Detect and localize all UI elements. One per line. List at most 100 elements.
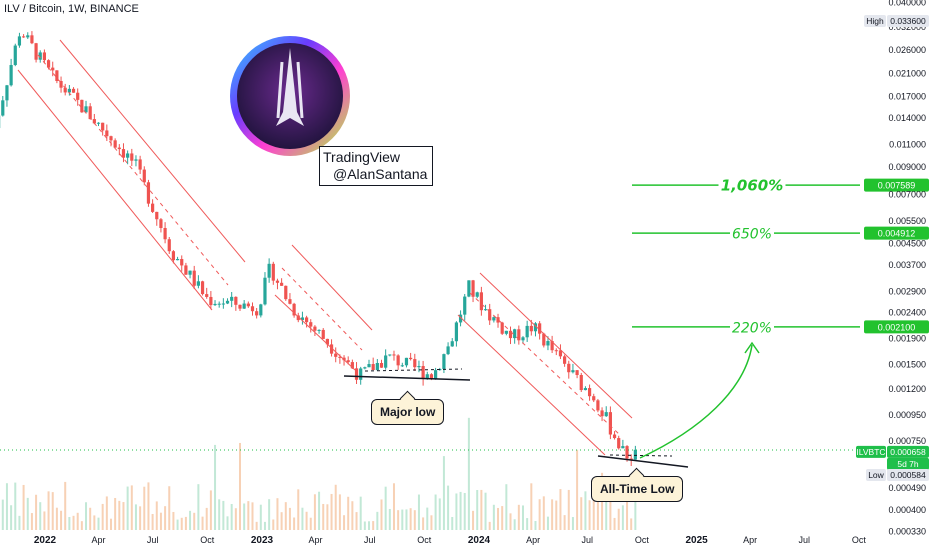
volume-bar <box>405 509 408 530</box>
candle-body <box>592 396 596 401</box>
candle-body <box>571 370 575 373</box>
candle-body <box>259 304 263 316</box>
candle-body <box>213 303 217 306</box>
low-label-bg <box>866 469 886 481</box>
low-value-bg <box>887 469 929 481</box>
candle-body <box>334 353 338 357</box>
volume-bar <box>401 509 404 530</box>
volume-bar <box>322 503 325 530</box>
x-tick-label: Apr <box>743 535 757 545</box>
volume-bar <box>555 500 558 530</box>
candle-body <box>313 326 317 331</box>
volume-bar <box>442 456 445 530</box>
target-label-bg <box>718 176 786 195</box>
volume-bar <box>534 521 537 530</box>
volume-bar <box>214 444 217 530</box>
volume-bar <box>384 486 387 530</box>
volume-bar <box>559 489 562 530</box>
candle-body <box>338 356 342 358</box>
candle-body <box>413 359 417 368</box>
candle-body <box>359 368 363 380</box>
target-percent-label: 1,060% <box>721 177 783 195</box>
candle-body <box>34 43 38 60</box>
volume-bar <box>576 449 579 530</box>
volume-bar <box>571 517 574 530</box>
candle-body <box>263 277 267 305</box>
projection-arrowhead <box>744 341 760 354</box>
candle-body <box>92 119 96 124</box>
time-axis[interactable]: 2022 Apr Jul Oct 2023 Apr Jul Oct 2024 Apr Jul Oct 2… <box>34 535 867 546</box>
volume-bar <box>76 512 79 530</box>
volume-bar <box>259 504 262 530</box>
volume-bar <box>530 483 533 530</box>
candle-body <box>563 356 567 364</box>
candle-body <box>479 292 483 311</box>
candle-body <box>371 364 375 371</box>
symbol-badge: ILVBTC <box>856 447 885 457</box>
volume-bar <box>313 494 316 530</box>
volume-bar <box>359 496 362 530</box>
volume-bar <box>14 482 17 530</box>
volume-bar <box>122 502 125 530</box>
y-tick-label: 0.000400 <box>888 505 926 515</box>
watermark-box: TradingView @AlanSantana <box>319 146 434 186</box>
candle-body <box>467 280 471 297</box>
candle-body <box>109 136 113 141</box>
x-tick-label: Apr <box>308 535 322 545</box>
candle-body <box>38 52 42 60</box>
volume-bar <box>472 510 475 530</box>
volume-bar <box>397 510 400 530</box>
candle-body <box>67 88 71 93</box>
volume-bar <box>380 499 383 530</box>
candle-body <box>525 325 529 338</box>
candle-body <box>151 203 155 212</box>
high-value: 0.033600 <box>890 16 926 26</box>
x-tick-label: Apr <box>91 535 105 545</box>
x-tick-label: Oct <box>635 535 650 545</box>
chart-title: ILV / Bitcoin, 1W, BINANCE <box>4 3 139 15</box>
volume-bar <box>617 508 620 530</box>
candle-body <box>575 370 579 376</box>
candle-body <box>209 296 213 306</box>
candle-body <box>612 434 617 439</box>
candle-body <box>546 341 550 346</box>
candle-body <box>488 309 492 321</box>
y-tick-label: 0.017000 <box>888 92 926 102</box>
candle-body <box>513 329 517 339</box>
volume-bar <box>301 507 304 530</box>
candle-body <box>300 317 305 321</box>
candle-body <box>621 446 625 449</box>
volume-bar <box>526 518 529 530</box>
candle-body <box>55 70 59 81</box>
volume-bar <box>126 486 129 530</box>
volume-bar <box>376 511 379 530</box>
candle-body <box>504 330 508 334</box>
volume-bar <box>10 505 13 530</box>
volume-bar <box>592 497 595 530</box>
candle-body <box>155 211 159 220</box>
candle-body <box>587 388 592 397</box>
candle-body <box>230 296 234 301</box>
candle-body <box>275 280 280 283</box>
candle-body <box>84 106 88 113</box>
candle-body <box>538 323 542 334</box>
target-lines: 1,060% 0.007589 650% 0.004912 220% 0.002100 <box>632 176 929 336</box>
candle-body <box>475 292 479 297</box>
candle-body <box>583 388 588 391</box>
volume-bar <box>251 502 254 530</box>
x-tick-label: Jul <box>147 535 159 545</box>
volume-bar <box>309 517 312 530</box>
candle-body <box>126 153 130 158</box>
projection-arrow <box>639 344 753 459</box>
volume-bar <box>596 483 599 530</box>
volume-bar <box>263 521 266 530</box>
high-label-bg <box>864 15 886 27</box>
volume-bar <box>226 516 229 530</box>
price-axis[interactable]: 0.0400000.0320000.0260000.0210000.017000… <box>888 0 926 536</box>
candle-body <box>404 357 409 366</box>
volume-bar <box>447 485 450 530</box>
candle-body <box>205 294 209 297</box>
volume-bar <box>114 497 117 530</box>
candle-body <box>238 304 242 309</box>
